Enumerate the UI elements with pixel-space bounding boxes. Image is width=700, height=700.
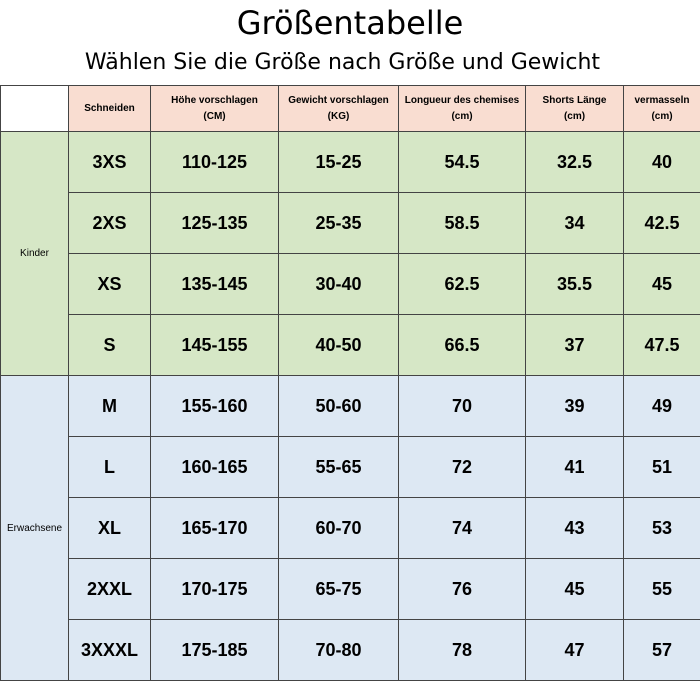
data-row: Erwachsene M 155-160 50-60 70 39 49 (0, 375, 700, 681)
column-name: vermasseln (634, 94, 690, 106)
data-row: L 160-165 55-65 72 41 51 (1, 436, 700, 498)
cell: 155-160 (150, 375, 279, 437)
cell: 43 (525, 497, 624, 559)
cell: 2XS (68, 192, 151, 254)
header-cell: Longueur des chemises (cm) (398, 85, 526, 132)
header-cell: Shorts Länge (cm) (525, 85, 624, 132)
cell: 2XXL (68, 558, 151, 620)
cell: 160-165 (150, 436, 279, 498)
cell: M (68, 375, 151, 437)
cell: 49 (623, 375, 700, 437)
cell: 40-50 (278, 314, 399, 376)
column-unit: (CM) (203, 110, 226, 122)
size-table: Schneiden Höhe vorschlagen (CM) Gewicht vor… (0, 85, 700, 681)
cell: 72 (398, 436, 526, 498)
data-row: XS 135-145 30-40 62.5 35.5 45 (1, 253, 700, 315)
header-row: Schneiden Höhe vorschlagen (CM) Gewicht vor… (0, 85, 700, 132)
cell: 70 (398, 375, 526, 437)
column-name: Shorts Länge (542, 94, 607, 106)
column-unit: (cm) (451, 110, 473, 122)
data-row: 2XS 125-135 25-35 58.5 34 42.5 (1, 192, 700, 254)
cell: 170-175 (150, 558, 279, 620)
header-cell: Höhe vorschlagen (CM) (150, 85, 279, 132)
cell: 34 (525, 192, 624, 254)
cell: 25-35 (278, 192, 399, 254)
cell: 62.5 (398, 253, 526, 315)
cell: 55-65 (278, 436, 399, 498)
cell: 54.5 (398, 131, 526, 193)
cell: 47.5 (623, 314, 700, 376)
cell: 39 (525, 375, 624, 437)
cell: 45 (623, 253, 700, 315)
cell: 41 (525, 436, 624, 498)
cell: 70-80 (278, 619, 399, 681)
cell: 76 (398, 558, 526, 620)
subtitle: Wählen Sie die Größe nach Größe und Gewi… (84, 50, 601, 75)
group-label: Kinder (0, 131, 69, 376)
data-row: 3XXXL 175-185 70-80 78 47 57 (1, 619, 700, 681)
cell: L (68, 436, 151, 498)
column-unit: (cm) (563, 110, 586, 122)
cell: 125-135 (150, 192, 279, 254)
cell: 37 (525, 314, 624, 376)
title: Größentabelle (236, 4, 464, 42)
cell: 51 (623, 436, 700, 498)
cell: 40 (623, 131, 700, 193)
cell: 15-25 (278, 131, 399, 193)
data-row: S 145-155 40-50 66.5 37 47.5 (1, 314, 700, 376)
cell: 42.5 (623, 192, 700, 254)
cell: 74 (398, 497, 526, 559)
column-name: Höhe vorschlagen (171, 94, 258, 106)
cell: 50-60 (278, 375, 399, 437)
cell: 165-170 (150, 497, 279, 559)
cell: XS (68, 253, 151, 315)
column-unit: (cm) (651, 110, 673, 122)
cell: 3XS (68, 131, 151, 193)
cell: 58.5 (398, 192, 526, 254)
data-row: Kinder 3XS 110-125 15-25 54.5 32.5 40 (0, 131, 700, 376)
cell: 145-155 (150, 314, 279, 376)
data-row: XL 165-170 60-70 74 43 53 (1, 497, 700, 559)
cell: 30-40 (278, 253, 399, 315)
cell: S (68, 314, 151, 376)
cell: 35.5 (525, 253, 624, 315)
column-unit: (KG) (327, 110, 350, 122)
header-cell: Gewicht vorschlagen (KG) (278, 85, 399, 132)
cell: 60-70 (278, 497, 399, 559)
cell: XL (68, 497, 151, 559)
cell: 53 (623, 497, 700, 559)
column-name: Schneiden (84, 102, 135, 114)
data-row: 2XXL 170-175 65-75 76 45 55 (1, 558, 700, 620)
group-label: Erwachsene (0, 375, 69, 681)
corner-cell (0, 85, 69, 132)
header-cell: vermasseln (cm) (623, 85, 700, 132)
cell: 47 (525, 619, 624, 681)
cell: 78 (398, 619, 526, 681)
cell: 57 (623, 619, 700, 681)
cell: 135-145 (150, 253, 279, 315)
cell: 110-125 (150, 131, 279, 193)
cell: 175-185 (150, 619, 279, 681)
column-name: Longueur des chemises (404, 94, 520, 106)
column-name: Gewicht vorschlagen (288, 94, 389, 106)
cell: 3XXXL (68, 619, 151, 681)
cell: 66.5 (398, 314, 526, 376)
header-cell: Schneiden (68, 85, 151, 132)
cell: 32.5 (525, 131, 624, 193)
cell: 55 (623, 558, 700, 620)
cell: 65-75 (278, 558, 399, 620)
cell: 45 (525, 558, 624, 620)
